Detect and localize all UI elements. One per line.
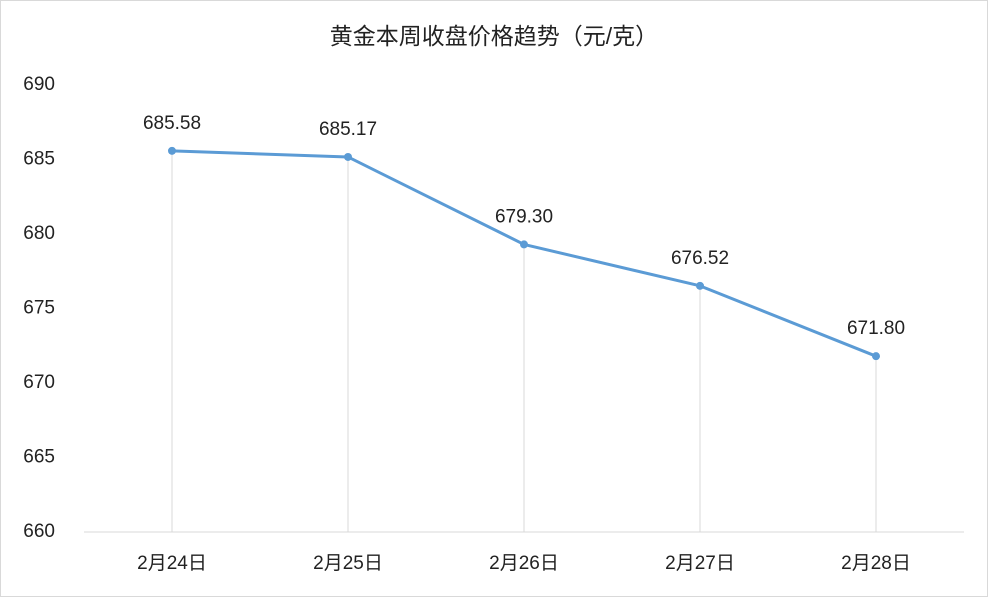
y-tick-label: 690 — [23, 74, 55, 95]
x-tick-label: 2月27日 — [665, 553, 735, 574]
x-tick-label: 2月28日 — [841, 553, 911, 574]
x-tick-label: 2月24日 — [137, 553, 207, 574]
chart-title: 黄金本周收盘价格趋势（元/克） — [330, 23, 658, 49]
point — [696, 281, 704, 290]
point — [520, 240, 528, 249]
value-label: 679.30 — [495, 206, 553, 227]
point — [168, 146, 176, 155]
point — [872, 352, 880, 361]
value-label: 676.52 — [671, 248, 729, 269]
value-label: 671.80 — [847, 318, 905, 339]
y-tick-label: 665 — [23, 447, 55, 468]
point — [344, 152, 352, 161]
value-label: 685.58 — [143, 113, 201, 134]
x-tick-label: 2月26日 — [489, 553, 559, 574]
value-label: 685.17 — [319, 119, 377, 140]
y-tick-label: 660 — [23, 521, 55, 542]
y-tick-label: 685 — [23, 149, 55, 170]
y-tick-label: 675 — [23, 298, 55, 319]
y-tick-label: 680 — [23, 223, 55, 244]
y-tick-label: 670 — [23, 372, 55, 393]
x-tick-label: 2月25日 — [313, 553, 383, 574]
